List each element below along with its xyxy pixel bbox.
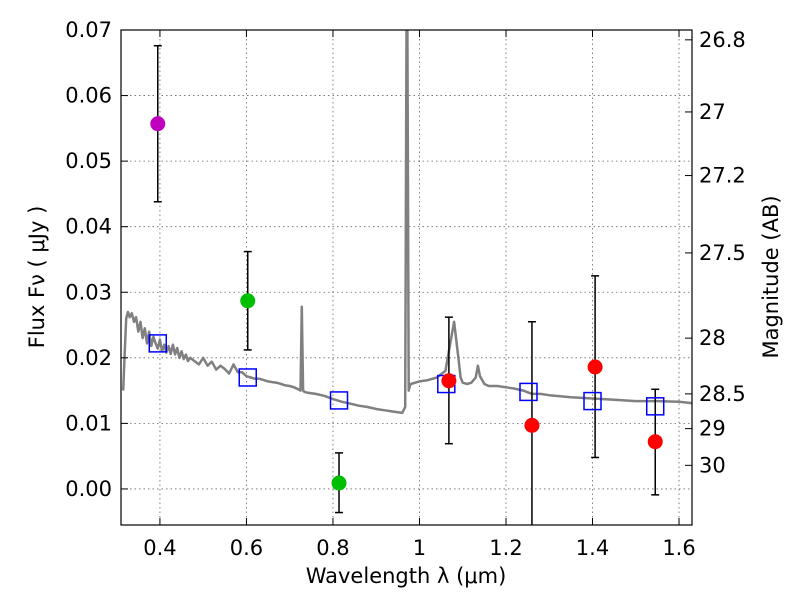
model-flux-square <box>238 368 257 387</box>
observed-flux-point <box>647 434 663 450</box>
model-flux-square <box>148 334 168 353</box>
observed-flux-point <box>240 293 256 309</box>
model-sed-layer <box>121 30 692 415</box>
plot-frame <box>120 29 693 526</box>
model-flux-square <box>329 391 349 410</box>
magnitude-tick-label: 29 <box>699 417 726 441</box>
magnitude-tick-label: 26.8 <box>699 28 746 52</box>
tick-labels: 0.4 0.6 0.8 1 1.2 1.4 1.6 0.00 0.01 0.02 0.03 0.04 0… <box>65 18 746 560</box>
y-tick-label: 0.01 <box>65 411 112 435</box>
magnitude-tick-label: 27.5 <box>699 241 746 265</box>
x-tick-label: 0.6 <box>230 536 263 560</box>
y-tick-label: 0.02 <box>65 346 112 370</box>
y-tick-label: 0.00 <box>65 477 112 501</box>
y-axis-title: Flux Fν ( μJy ) <box>25 206 49 349</box>
magnitude-tick-label: 27.2 <box>699 164 746 188</box>
x-tick-label: 0.8 <box>316 536 349 560</box>
observed-photometry-layer <box>150 116 663 491</box>
model-flux-square <box>519 382 538 402</box>
magnitude-tick-label: 30 <box>699 453 726 477</box>
y-tick-label: 0.03 <box>65 280 112 304</box>
y-tick-label: 0.04 <box>65 215 112 239</box>
model-flux-square <box>645 397 665 416</box>
x-axis-title: Wavelength λ (μm) <box>306 564 507 588</box>
magnitude-tick-label: 27 <box>699 100 726 124</box>
model-flux-square <box>583 391 602 411</box>
y-tick-label: 0.07 <box>65 18 112 42</box>
observed-flux-point <box>524 417 540 433</box>
magnitude-tick-label: 28.5 <box>699 382 746 406</box>
observed-flux-point <box>441 373 457 389</box>
observed-flux-point <box>150 116 166 132</box>
right-axis-title: Magnitude (AB) <box>759 195 783 358</box>
observed-flux-point <box>331 475 347 491</box>
x-tick-label: 1.6 <box>662 536 695 560</box>
x-tick-label: 1 <box>413 536 426 560</box>
observed-flux-point <box>587 359 603 375</box>
y-tick-label: 0.06 <box>65 84 112 108</box>
tick-marks <box>121 29 692 525</box>
y-tick-label: 0.05 <box>65 149 112 173</box>
magnitude-tick-label: 28 <box>699 326 726 350</box>
x-tick-label: 0.4 <box>143 536 176 560</box>
model-photometry-layer <box>148 334 665 416</box>
x-tick-label: 1.4 <box>576 536 609 560</box>
model-sed-curve <box>121 30 692 415</box>
x-tick-label: 1.2 <box>489 536 522 560</box>
